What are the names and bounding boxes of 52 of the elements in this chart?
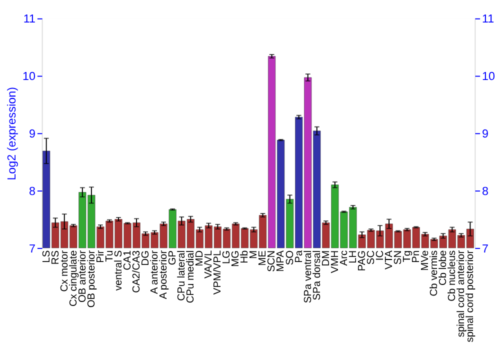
x-tick-label: OB anterior xyxy=(77,250,88,303)
x-tick-label: Cb nucleus xyxy=(447,250,458,302)
x-tick-label: Cx cingulate xyxy=(68,250,80,307)
y2-tick-label: 10 xyxy=(482,70,496,84)
x-tick-label: spinal cord anterior xyxy=(456,250,468,338)
x-tick-label: Arc xyxy=(338,250,350,266)
x-tick-label: SPa dorsal xyxy=(312,250,323,300)
y-axis-title: Log2 (expression) xyxy=(6,86,19,180)
y2-tick-label: 9 xyxy=(482,128,488,141)
y-tick-label: 9 xyxy=(29,128,36,141)
x-tick-label: spinal cord posterior xyxy=(465,250,476,342)
x-tick-label: SC xyxy=(366,250,377,265)
x-tick-label: OB posterior xyxy=(86,250,98,308)
x-tick-label: A anterior xyxy=(149,250,160,294)
x-tick-label: Cb lobe xyxy=(438,250,450,286)
x-tick-label: SO xyxy=(284,250,296,266)
y-tick-label: 11 xyxy=(23,12,36,26)
x-tick-label: A posterior xyxy=(158,250,170,300)
x-tick-label: CA1 xyxy=(122,250,134,270)
y2-tick-label: 8 xyxy=(482,184,488,198)
x-tick-label: MVe xyxy=(420,250,432,271)
x-tick-label: CPu medial xyxy=(186,250,197,304)
x-tick-label: VMH xyxy=(330,250,341,274)
y2-tick-label: 7 xyxy=(482,242,488,256)
x-tick-label: SN xyxy=(392,250,404,265)
x-tick-label: MPA xyxy=(276,250,287,272)
x-tick-label: DG xyxy=(140,250,152,266)
y-tick-label: 8 xyxy=(29,184,36,198)
x-tick-label: RS xyxy=(50,250,62,265)
x-tick-label: LH xyxy=(348,250,359,264)
x-tick-label: SPa ventral xyxy=(302,250,314,304)
x-tick-label: VTA xyxy=(384,250,395,270)
x-tick-label: Cx motor xyxy=(59,250,70,292)
x-tick-label: Tg xyxy=(402,250,413,262)
x-tick-label: Pn xyxy=(411,250,422,263)
x-tick-label: SCN xyxy=(266,250,278,272)
x-tick-label: ventral S xyxy=(113,250,124,291)
x-tick-label: Pir xyxy=(95,250,106,263)
x-tick-label: Tu xyxy=(104,250,116,262)
x-tick-label: MG xyxy=(230,250,242,267)
x-tick-label: LS xyxy=(41,250,52,263)
x-tick-label: IC xyxy=(374,250,386,261)
y-tick-label: 10 xyxy=(22,70,36,84)
x-tick-label: M xyxy=(248,250,260,259)
x-tick-label: CA2/CA3 xyxy=(131,250,142,293)
x-tick-label: Pa xyxy=(294,250,305,263)
x-tick-label: PAG xyxy=(356,250,368,272)
y2-tick-label: 11 xyxy=(482,12,494,26)
x-tick-label: DM xyxy=(320,250,332,266)
x-tick-label: Hb xyxy=(240,250,251,264)
y-tick-label: 7 xyxy=(29,242,36,256)
x-tick-label: GP xyxy=(168,250,179,266)
